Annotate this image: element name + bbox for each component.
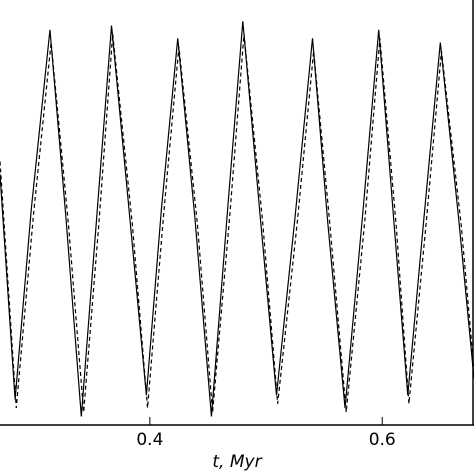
data-line <box>0 21 474 417</box>
x-tick-label: 0.6 <box>369 430 396 450</box>
x-tick-label: 0.4 <box>136 430 163 450</box>
x-axis-label: t, Myr <box>212 452 262 472</box>
data-line <box>0 33 474 413</box>
